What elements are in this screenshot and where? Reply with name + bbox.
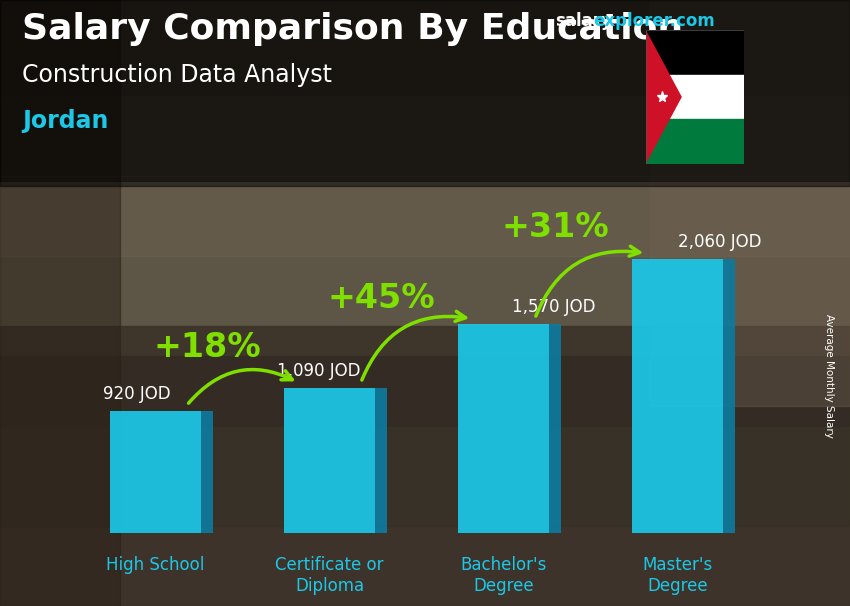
Polygon shape bbox=[722, 259, 735, 533]
FancyBboxPatch shape bbox=[110, 411, 201, 533]
Bar bbox=[0, 356, 850, 606]
Bar bbox=[0, 0, 120, 606]
Text: Salary Comparison By Education: Salary Comparison By Education bbox=[22, 12, 683, 46]
Bar bbox=[646, 75, 744, 119]
Text: +18%: +18% bbox=[154, 331, 262, 364]
Text: Jordan: Jordan bbox=[22, 109, 109, 133]
Text: Bachelor's
Degree: Bachelor's Degree bbox=[461, 556, 547, 594]
Bar bbox=[0, 426, 850, 526]
Bar bbox=[650, 0, 850, 406]
Bar bbox=[0, 0, 850, 356]
Bar bbox=[646, 119, 744, 164]
Text: 920 JOD: 920 JOD bbox=[103, 385, 171, 402]
Text: Master's
Degree: Master's Degree bbox=[643, 556, 712, 594]
Text: explorer.com: explorer.com bbox=[593, 12, 715, 30]
Text: 1,090 JOD: 1,090 JOD bbox=[277, 362, 360, 380]
Bar bbox=[0, 96, 850, 176]
Bar bbox=[0, 326, 850, 426]
FancyBboxPatch shape bbox=[284, 388, 375, 533]
Bar bbox=[0, 0, 850, 186]
Text: salary: salary bbox=[555, 12, 612, 30]
Text: Construction Data Analyst: Construction Data Analyst bbox=[22, 62, 332, 87]
Text: +45%: +45% bbox=[328, 282, 435, 315]
Polygon shape bbox=[201, 411, 212, 533]
Bar bbox=[0, 256, 850, 326]
Polygon shape bbox=[375, 388, 387, 533]
Polygon shape bbox=[646, 30, 682, 164]
Text: 2,060 JOD: 2,060 JOD bbox=[677, 233, 761, 251]
Text: 1,570 JOD: 1,570 JOD bbox=[513, 298, 596, 316]
FancyBboxPatch shape bbox=[632, 259, 722, 533]
Text: +31%: +31% bbox=[502, 211, 609, 244]
Text: Average Monthly Salary: Average Monthly Salary bbox=[824, 314, 834, 438]
Bar bbox=[646, 30, 744, 75]
Text: High School: High School bbox=[106, 556, 205, 574]
Polygon shape bbox=[549, 324, 561, 533]
Bar bbox=[0, 176, 850, 256]
FancyBboxPatch shape bbox=[458, 324, 549, 533]
Text: Certificate or
Diploma: Certificate or Diploma bbox=[275, 556, 383, 594]
